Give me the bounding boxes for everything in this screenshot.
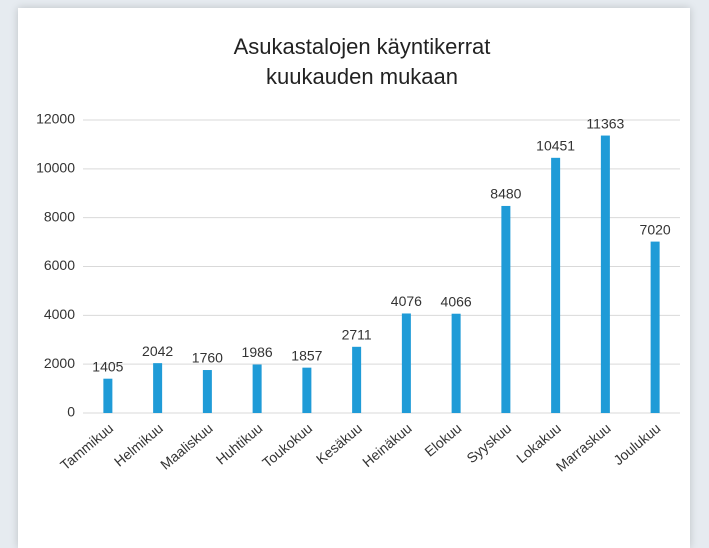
bar [352,346,362,413]
data-label: 7020 [640,221,671,237]
bar [302,367,312,413]
y-tick-label: 6000 [44,257,75,273]
x-tick-label: Kesäkuu [313,420,365,467]
y-tick-label: 10000 [36,160,75,176]
chart-title: kuukauden mukaan [266,64,458,89]
x-tick-label: Syyskuu [463,420,514,466]
data-label: 11363 [586,115,624,131]
bar [451,313,461,413]
data-label: 2711 [342,327,372,343]
bar [650,241,660,413]
bar [103,378,113,413]
y-tick-label: 2000 [44,355,75,371]
bar [501,205,511,413]
data-label: 8480 [490,186,521,202]
bar [600,135,610,414]
data-label: 1986 [242,344,273,360]
x-tick-label: Maaliskuu [157,420,216,473]
data-label: 10451 [536,138,575,154]
data-label: 2042 [142,343,173,359]
x-tick-label: Toukokuu [259,420,315,471]
x-tick-label: Marraskuu [553,420,614,475]
y-tick-label: 0 [67,404,75,420]
bar [551,157,561,413]
bar [252,364,262,413]
x-tick-label: Joulukuu [610,420,663,468]
x-tick-label: Tammikuu [57,420,116,473]
x-tick-label: Elokuu [421,420,464,460]
chart-title: Asukastalojen käyntikerrat [234,34,491,59]
y-tick-label: 4000 [44,306,75,322]
bar [202,370,212,413]
bar [401,313,411,413]
data-label: 1405 [92,358,123,374]
card [18,8,690,548]
bar [153,363,163,413]
x-tick-label: Huhtikuu [213,420,266,468]
y-tick-label: 8000 [44,208,75,224]
data-label: 4066 [441,293,472,309]
data-label: 1760 [192,350,223,366]
x-tick-label: Heinäkuu [359,420,415,470]
data-label: 1857 [291,347,322,363]
data-label: 4076 [391,293,422,309]
y-tick-label: 12000 [36,111,75,127]
